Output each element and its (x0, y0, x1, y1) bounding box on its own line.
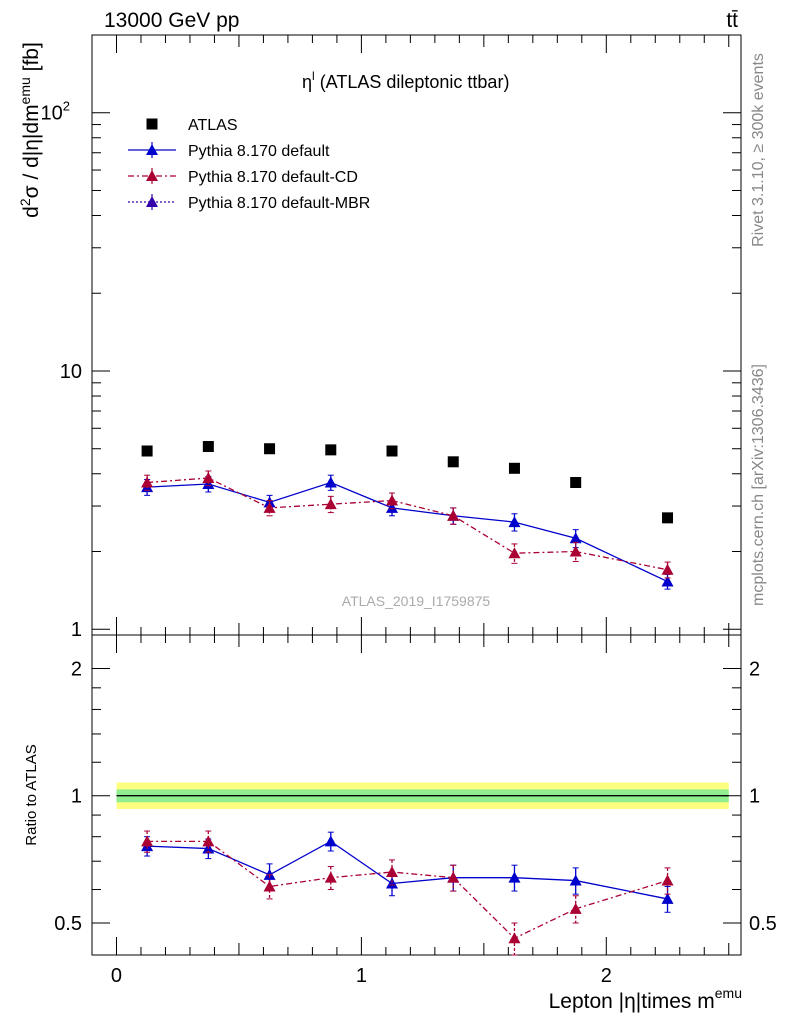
atlas-data-point (202, 441, 214, 453)
ratio-data-point (508, 932, 521, 944)
main-data-point (661, 563, 674, 575)
ratio-data-point (569, 874, 582, 886)
ratio-data-point (569, 902, 582, 914)
main-data-point (386, 501, 399, 513)
plot-title-superscript: l (312, 69, 315, 83)
legend-marker (146, 118, 158, 130)
ratio-y-tick-label-right: 2 (749, 658, 760, 680)
legend-marker (146, 144, 158, 155)
ratio-y-tick-label: 0.5 (54, 913, 82, 935)
ratio-series-group (141, 830, 674, 956)
ratio-plot-frame (91, 634, 742, 956)
main-y-tick-label: 1 (71, 619, 82, 641)
main-data-point (141, 476, 154, 488)
main-y-axis-label: d2σ / d|η|dmemu [fb] (17, 42, 43, 218)
legend-marker (146, 196, 158, 207)
ratio-y-tick-label-right: 0.5 (749, 913, 777, 935)
ratio-data-point (447, 871, 460, 883)
x-tick-label: 0 (111, 965, 122, 987)
main-data-point (661, 575, 674, 587)
legend-marker (146, 170, 158, 181)
x-tick-label: 1 (356, 965, 367, 987)
mcplots-label: mcplots.cern.ch [arXiv:1306.3436] (750, 364, 767, 606)
legend-entry: ATLAS (188, 117, 238, 134)
main-data-point (447, 509, 460, 521)
x-axis-label: Lepton |η|times memu (549, 985, 742, 1013)
legend-entry: Pythia 8.170 default (188, 143, 330, 160)
ratio-data-point (202, 835, 215, 847)
ratio-series-line (147, 840, 668, 900)
ratio-data-point (386, 877, 399, 889)
atlas-data-point (264, 443, 276, 455)
analysis-watermark: ATLAS_2019_I1759875 (342, 593, 491, 609)
main-y-tick-label: 102 (41, 99, 70, 125)
atlas-data-point (447, 456, 459, 468)
main-series-line (147, 481, 668, 583)
atlas-data-point (325, 444, 337, 456)
atlas-data-point (570, 477, 582, 489)
main-data-point (263, 501, 276, 513)
main-axis-ticks: 1 10 102 (41, 34, 741, 641)
ratio-y-tick-label: 1 (71, 786, 82, 808)
main-y-tick-label: 10 (60, 361, 82, 383)
main-data-point (569, 532, 582, 544)
plot-title: ηl (ATLAS dileptonic ttbar) (302, 69, 509, 92)
main-data-point (324, 498, 337, 510)
atlas-data-point (508, 462, 520, 474)
ratio-y-axis-label: Ratio to ATLAS (23, 744, 40, 845)
legend-entry: Pythia 8.170 default-MBR (188, 195, 370, 212)
main-data-point (569, 545, 582, 557)
legend-entry: Pythia 8.170 default-CD (188, 169, 358, 186)
main-series-line (147, 477, 668, 571)
ratio-data-point (508, 871, 521, 883)
main-data-point (508, 516, 521, 528)
rivet-label: Rivet 3.1.10, ≥ 300k events (750, 53, 767, 247)
ratio-axis-ticks: 0.5 0.5 1 1 2 2 0 1 2 (54, 635, 777, 987)
ratio-y-tick-label: 2 (71, 658, 82, 680)
ratio-uncertainty-band (116, 782, 729, 810)
main-data-point (508, 547, 521, 559)
atlas-data-point (141, 445, 153, 457)
main-series-group (141, 441, 674, 590)
x-tick-label: 2 (601, 965, 612, 987)
ratio-data-point (661, 874, 674, 886)
ratio-data-point (263, 880, 276, 892)
atlas-data-point (386, 445, 398, 457)
ratio-data-point (141, 835, 154, 847)
energy-label: 13000 GeV pp (104, 9, 239, 32)
plot-title-eta: η (302, 72, 312, 92)
main-data-point (324, 476, 337, 488)
main-data-point (202, 472, 215, 484)
ratio-data-point (324, 835, 337, 847)
plot-title-rest: (ATLAS dileptonic ttbar) (315, 72, 510, 92)
ratio-data-point (324, 871, 337, 883)
legend: ATLAS Pythia 8.170 default Pythia 8.170 de… (128, 117, 370, 212)
atlas-data-point (662, 512, 674, 524)
ratio-data-point (661, 892, 674, 904)
process-label: tt̄ (726, 9, 738, 32)
ratio-series-line (147, 840, 668, 940)
ratio-data-point (386, 866, 399, 878)
main-data-point (386, 494, 399, 506)
ratio-y-tick-label-right: 1 (749, 786, 760, 808)
